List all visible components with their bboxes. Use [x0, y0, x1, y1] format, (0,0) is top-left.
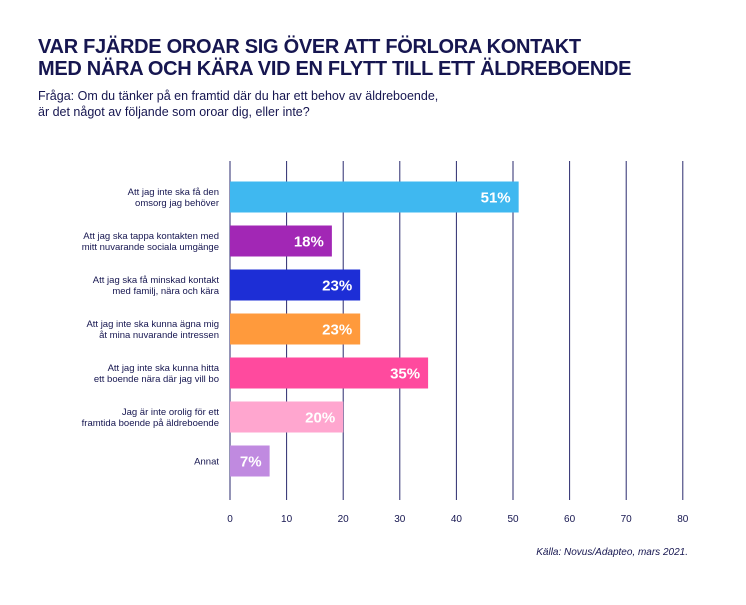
chart-subtitle-line-1: Fråga: Om du tänker på en framtid där du… — [38, 89, 439, 103]
category-label-5-line-1: Att jag inte ska kunna hitta — [108, 363, 220, 374]
bar-4 — [230, 313, 361, 345]
chart-subtitle-line-2: är det något av följande som oroar dig, … — [38, 105, 310, 119]
chart-title-line-1: VAR FJÄRDE OROAR SIG ÖVER ATT FÖRLORA KO… — [38, 36, 581, 58]
category-label-1-line-2: omsorg jag behöver — [135, 198, 219, 209]
category-label-4-line-2: åt mina nuvarande intressen — [99, 330, 219, 341]
x-tick-label-10: 10 — [281, 514, 293, 525]
category-label-3-line-2: med familj, nära och kära — [112, 286, 219, 297]
bar-value-label-4: 23% — [322, 322, 352, 339]
x-tick-label-80: 80 — [677, 514, 689, 525]
category-label-6-line-1: Jag är inte orolig för ett — [122, 407, 220, 418]
bar-value-label-7: 7% — [240, 454, 262, 471]
category-label-5-line-2: ett boende nära där jag vill bo — [94, 374, 219, 385]
bar-3 — [230, 269, 361, 301]
x-tick-label-50: 50 — [507, 514, 519, 525]
chart-title-line-2: MED NÄRA OCH KÄRA VID EN FLYTT TILL ETT … — [38, 58, 632, 80]
bar-value-label-2: 18% — [294, 234, 324, 251]
bar-2 — [230, 225, 332, 257]
category-label-4-line-1: Att jag inte ska kunna ägna mig — [86, 319, 219, 330]
x-tick-label-40: 40 — [451, 514, 463, 525]
x-tick-label-70: 70 — [621, 514, 633, 525]
category-label-1-line-1: Att jag inte ska få den — [128, 187, 219, 198]
bar-value-label-3: 23% — [322, 278, 352, 295]
category-label-2-line-2: mitt nuvarande sociala umgänge — [82, 242, 219, 253]
bar-7 — [230, 445, 270, 477]
bar-6 — [230, 401, 344, 433]
bar-value-label-6: 20% — [305, 410, 335, 427]
bar-value-label-1: 51% — [481, 190, 511, 207]
bar-1 — [230, 181, 519, 213]
category-label-3-line-1: Att jag ska få minskad kontakt — [93, 275, 220, 286]
category-label-2-line-1: Att jag ska tappa kontakten med — [83, 231, 219, 242]
chart-title: VAR FJÄRDE OROAR SIG ÖVER ATT FÖRLORA KO… — [38, 36, 718, 80]
x-tick-label-30: 30 — [394, 514, 406, 525]
chart-subtitle: Fråga: Om du tänker på en framtid där du… — [38, 88, 718, 120]
x-tick-label-20: 20 — [338, 514, 350, 525]
bar-value-label-5: 35% — [390, 366, 420, 383]
category-label-6-line-2: framtida boende på äldreboende — [82, 418, 219, 429]
x-tick-label-60: 60 — [564, 514, 576, 525]
source-note: Källa: Novus/Adapteo, mars 2021. — [536, 547, 688, 558]
bar-5 — [230, 357, 429, 389]
x-tick-label-0: 0 — [227, 514, 233, 525]
category-label-7-line-1: Annat — [194, 457, 219, 468]
